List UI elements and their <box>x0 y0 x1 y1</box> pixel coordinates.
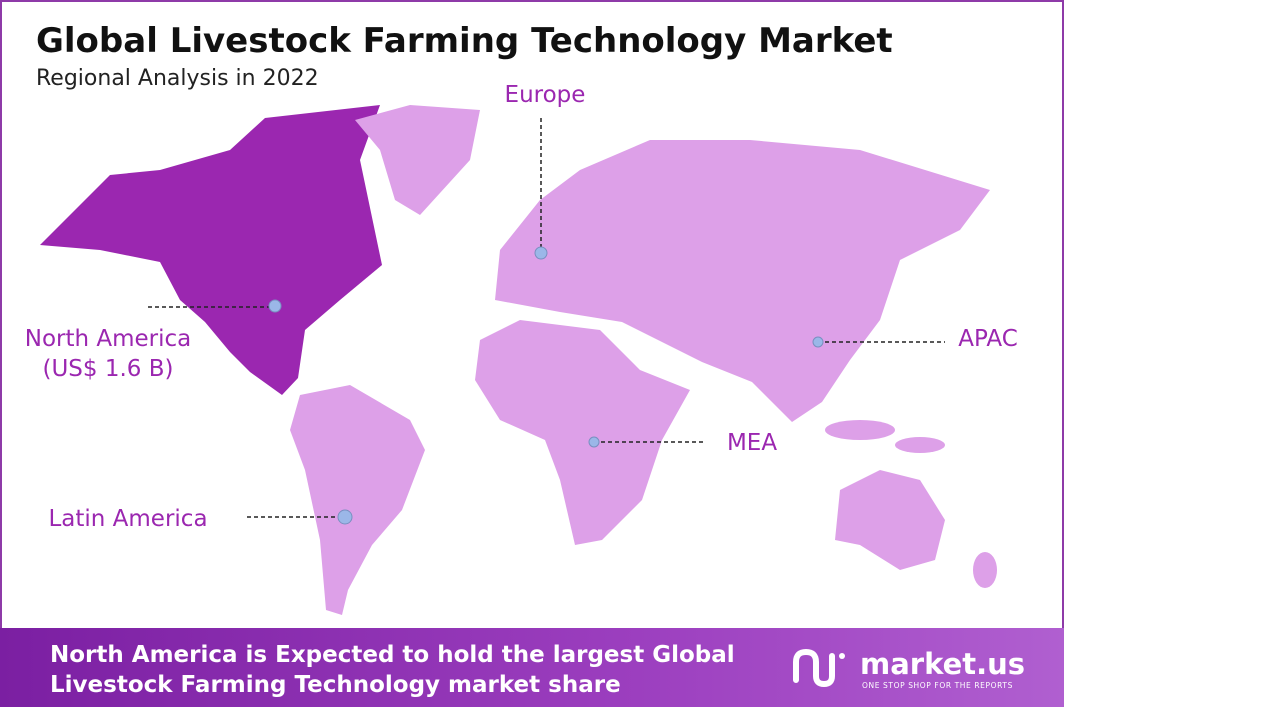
region-label: Latin America <box>48 506 207 532</box>
footer: North America is Expected to hold the la… <box>0 628 1064 707</box>
greenland <box>355 105 480 215</box>
marker <box>337 509 353 525</box>
marker <box>534 246 548 260</box>
region-label: North America <box>25 326 192 352</box>
footer-text: North America is Expected to hold the la… <box>50 642 735 668</box>
logo-icon <box>793 648 845 688</box>
region-markers: Europe North America (US$ 1.6 B) APAC ME… <box>25 82 1018 532</box>
region-label: Europe <box>505 82 586 108</box>
footer-band <box>0 628 1064 707</box>
north-america <box>40 105 382 395</box>
eurasia <box>495 140 990 422</box>
africa <box>475 320 690 545</box>
marker <box>588 436 600 448</box>
tagline: ONE STOP SHOP FOR THE REPORTS <box>862 681 1013 690</box>
footer-text: Livestock Farming Technology market shar… <box>50 672 621 698</box>
new-zealand <box>973 552 997 588</box>
marker <box>812 336 824 348</box>
title: Global Livestock Farming Technology Mark… <box>36 21 893 61</box>
region-label: APAC <box>958 326 1018 352</box>
australia <box>835 470 945 570</box>
south-america <box>290 385 425 615</box>
subtitle: Regional Analysis in 2022 <box>36 66 319 91</box>
islands <box>825 420 895 440</box>
world-map <box>40 105 997 615</box>
brand: market.us <box>860 647 1025 681</box>
region-label: MEA <box>727 430 777 456</box>
region-value: (US$ 1.6 B) <box>43 356 174 382</box>
islands <box>895 437 945 453</box>
marker <box>268 299 282 313</box>
